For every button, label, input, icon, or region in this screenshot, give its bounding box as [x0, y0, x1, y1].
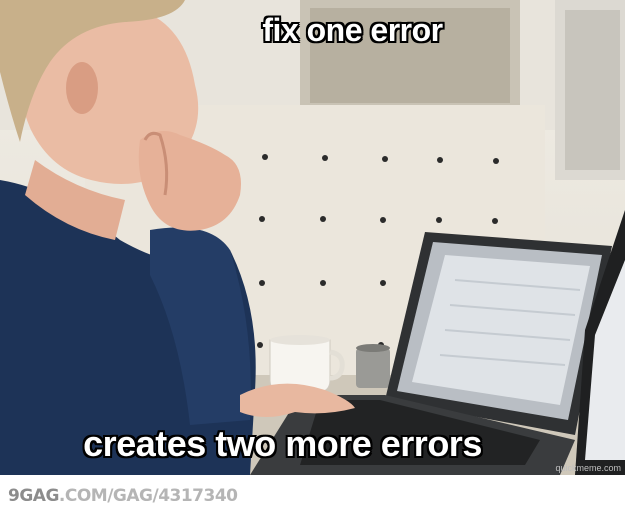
meme-image: fix one error creates two more errors qu…	[0, 0, 625, 475]
brand-logo-text: 9GAG	[8, 486, 59, 506]
footer-bar: 9GAG.COM/GAG/4317340	[0, 475, 625, 517]
bottom-caption: creates two more errors	[83, 423, 482, 464]
quickmeme-watermark: quickmeme.com	[555, 463, 621, 473]
brand-path-text: .COM/GAG/4317340	[58, 486, 238, 506]
source-link[interactable]: 9GAG.COM/GAG/4317340	[8, 486, 238, 506]
photo-scene	[0, 0, 625, 475]
top-caption: fix one error	[262, 12, 443, 48]
